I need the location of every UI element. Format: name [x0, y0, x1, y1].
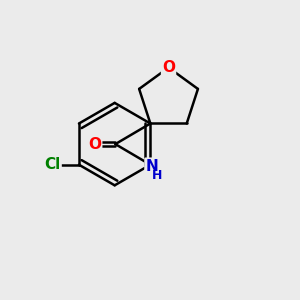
Text: O: O: [162, 60, 175, 75]
Text: O: O: [88, 136, 101, 152]
Text: Cl: Cl: [44, 157, 61, 172]
Text: H: H: [152, 169, 162, 182]
Text: N: N: [146, 159, 158, 174]
